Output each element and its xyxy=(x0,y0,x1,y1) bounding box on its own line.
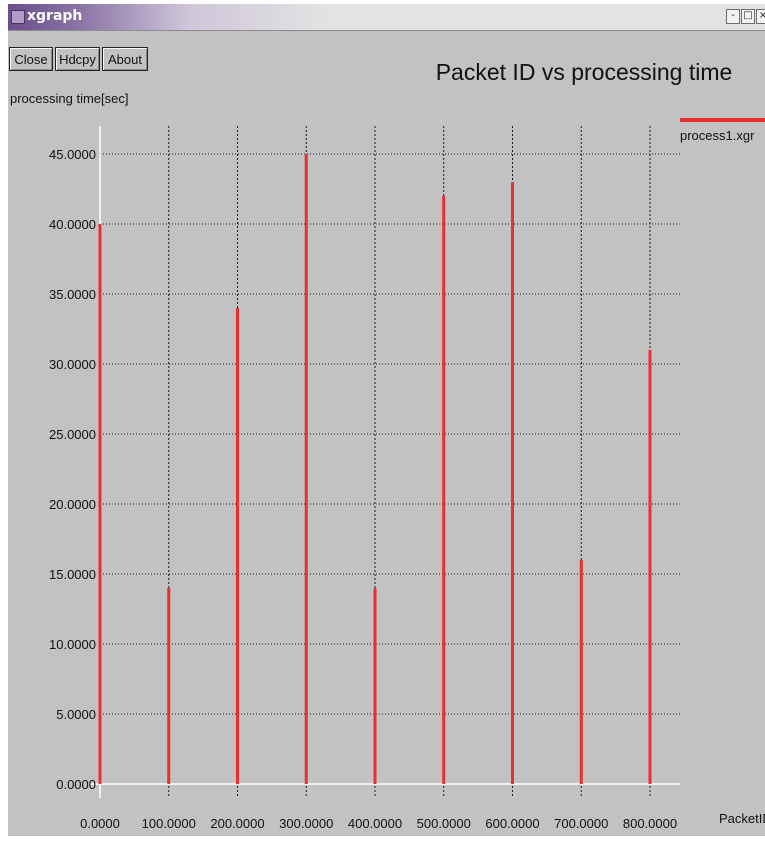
y-tick-label: 10.0000 xyxy=(49,637,96,652)
chart-title: Packet ID vs processing time xyxy=(436,59,733,85)
x-tick-labels: 0.0000 100.0000 200.0000 300.0000 400.0000 50… xyxy=(80,816,677,831)
y-tick-label: 30.0000 xyxy=(49,357,96,372)
y-tick-label: 15.0000 xyxy=(49,567,96,582)
axes xyxy=(90,126,680,798)
window-title: xgraph xyxy=(27,8,83,24)
close-window-icon[interactable]: × xyxy=(756,9,765,24)
y-tick-label: 45.0000 xyxy=(49,147,96,162)
x-tick-label: 400.0000 xyxy=(348,816,402,831)
y-tick-label: 25.0000 xyxy=(49,427,96,442)
grid xyxy=(100,126,680,796)
series-bars xyxy=(98,154,652,784)
x-tick-label: 500.0000 xyxy=(417,816,471,831)
hdcpy-button[interactable]: Hdcpy xyxy=(55,47,100,71)
about-button[interactable]: About xyxy=(102,47,148,71)
x-tick-label: 600.0000 xyxy=(485,816,539,831)
legend-entry: process1.xgr xyxy=(680,128,755,143)
y-tick-labels: 0.0000 5.0000 10.0000 15.0000 20.0000 25.0000… xyxy=(49,147,96,792)
x-tick-label: 100.0000 xyxy=(142,816,196,831)
chart: Packet ID vs processing time processing … xyxy=(10,59,765,831)
legend: process1.xgr xyxy=(680,118,765,143)
x-tick-label: 0.0000 xyxy=(80,816,120,831)
x-tick-label: 300.0000 xyxy=(279,816,333,831)
y-tick-label: 35.0000 xyxy=(49,287,96,302)
title-bar[interactable]: xgraph - □ × xyxy=(8,4,765,31)
xgraph-window: xgraph - □ × Close Hdcpy About Packet ID… xyxy=(8,4,765,836)
x-tick-label: 800.0000 xyxy=(623,816,677,831)
x-tick-label: 700.0000 xyxy=(554,816,608,831)
maximize-icon[interactable]: □ xyxy=(741,9,755,24)
y-tick-label: 5.0000 xyxy=(56,707,96,722)
app-icon xyxy=(11,10,25,24)
x-tick-label: 200.0000 xyxy=(210,816,264,831)
y-tick-label: 40.0000 xyxy=(49,217,96,232)
minimize-icon[interactable]: - xyxy=(726,9,740,24)
y-axis-label: processing time[sec] xyxy=(10,91,129,106)
close-button[interactable]: Close xyxy=(9,47,53,71)
y-tick-label: 20.0000 xyxy=(49,497,96,512)
y-tick-label: 0.0000 xyxy=(56,777,96,792)
